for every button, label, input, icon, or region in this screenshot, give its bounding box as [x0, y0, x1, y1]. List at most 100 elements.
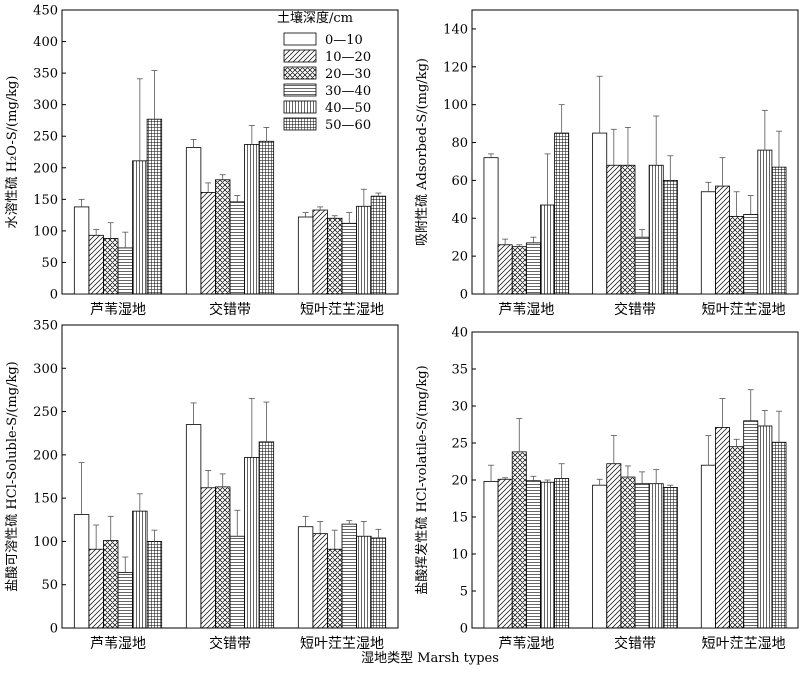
y-tick-label: 25 — [451, 437, 468, 452]
x-tick-label: 芦苇湿地 — [90, 302, 146, 318]
bar — [132, 160, 148, 295]
bar — [356, 205, 372, 295]
bar — [229, 201, 245, 295]
bar — [525, 242, 541, 295]
bar — [341, 523, 357, 629]
x-tick-label: 交错带 — [209, 301, 251, 318]
bar — [483, 481, 499, 629]
bar — [729, 446, 745, 629]
y-tick-label: 20 — [451, 474, 468, 489]
y-axis-label: 盐酸可溶性硫 HCl-Soluble-S/(mg/kg) — [5, 361, 20, 591]
bar — [715, 185, 730, 295]
bar — [757, 149, 773, 295]
y-axis-label: 水溶性硫 H₂O-S/(mg/kg) — [5, 76, 20, 229]
y-tick-label: 450 — [33, 4, 58, 19]
legend-swatch — [283, 100, 317, 114]
chart-panel-2: 0 20 40 60 80 100 120 140 吸附性硫 Adsorbed-S/(mg/kg… — [415, 9, 799, 318]
bar — [606, 463, 622, 629]
bar — [662, 486, 678, 629]
bar — [540, 481, 555, 629]
bar — [103, 238, 119, 295]
y-tick-label: 0 — [460, 288, 468, 303]
bar — [525, 480, 541, 629]
legend-swatch — [283, 32, 317, 46]
y-tick-label: 10 — [451, 548, 468, 563]
bar — [229, 535, 245, 629]
y-tick-label: 50 — [41, 578, 58, 593]
bar — [511, 246, 527, 295]
chart-panel-1: 0 50 100 150 200 250 300 350 400 450 水溶性硫 H₂O-S/(m… — [5, 4, 399, 318]
bar — [117, 247, 133, 295]
y-tick-label: 20 — [451, 250, 468, 265]
bar — [341, 222, 357, 295]
legend-swatch — [283, 66, 317, 80]
x-tick-label: 短叶茳芏湿地 — [300, 636, 384, 652]
bar — [497, 244, 513, 295]
y-tick-label: 150 — [33, 492, 58, 507]
x-tick-label: 短叶茳芏湿地 — [702, 636, 786, 652]
legend: 土壤深度/cm 0—10 10—20 20—30 30—40 40—50 50—60 — [277, 10, 371, 133]
bar — [554, 478, 570, 629]
bar — [648, 164, 664, 295]
bar — [771, 441, 787, 629]
bar — [483, 157, 499, 295]
y-tick-label: 200 — [33, 448, 58, 463]
bar — [620, 476, 636, 629]
bar — [88, 548, 104, 629]
y-axis-label: 吸附性硫 Adsorbed-S/(mg/kg) — [415, 58, 430, 246]
bar — [244, 144, 260, 295]
bar — [743, 420, 759, 629]
y-tick-label: 50 — [41, 256, 58, 271]
y-tick-label: 120 — [443, 60, 468, 75]
y-tick-label: 15 — [451, 511, 468, 526]
bar — [370, 195, 387, 295]
bar — [327, 548, 343, 629]
y-tick-label: 140 — [443, 22, 468, 37]
x-tick-label: 交错带 — [614, 635, 656, 652]
bar — [185, 424, 202, 629]
legend-label: 40—50 — [325, 101, 371, 116]
y-tick-label: 40 — [451, 212, 468, 227]
bar — [73, 206, 90, 295]
x-tick-label: 短叶茳芏湿地 — [702, 302, 786, 318]
bar — [540, 204, 555, 295]
legend-title: 土壤深度/cm — [277, 10, 353, 26]
chart-panel-4: 0 5 10 15 20 25 30 35 40 盐酸挥发性硫 HCl-volatile-S/(m… — [414, 326, 799, 652]
bar — [327, 217, 343, 295]
bar — [88, 234, 104, 295]
bar — [132, 510, 148, 629]
y-tick-label: 100 — [33, 535, 58, 550]
legend-label: 10—20 — [325, 50, 371, 65]
bar — [743, 214, 759, 295]
y-tick-label: 300 — [33, 362, 58, 377]
y-tick-label: 100 — [33, 224, 58, 239]
legend-label: 30—40 — [325, 84, 371, 99]
x-tick-label: 芦苇湿地 — [498, 636, 554, 652]
bar — [606, 164, 622, 295]
legend-swatch — [283, 49, 317, 63]
y-tick-label: 100 — [443, 98, 468, 113]
x-tick-label: 交错带 — [614, 301, 656, 318]
chart-panel-3: 0 50 100 150 200 250 300 350 盐酸可溶性硫 HCl-Soluble-… — [5, 319, 399, 652]
bar — [258, 140, 275, 295]
bar — [146, 118, 163, 295]
y-tick-label: 5 — [460, 585, 468, 600]
bar — [715, 427, 730, 629]
bar — [634, 236, 650, 295]
bar — [511, 451, 527, 629]
legend-label: 50—60 — [325, 118, 371, 133]
y-tick-label: 200 — [33, 161, 58, 176]
legend-label: 20—30 — [325, 67, 371, 82]
y-tick-label: 0 — [50, 622, 58, 637]
bar — [648, 483, 664, 629]
common-x-label: 湿地类型 Marsh types — [361, 651, 499, 666]
bar — [592, 132, 608, 295]
y-tick-label: 150 — [33, 193, 58, 208]
bar — [700, 464, 716, 629]
bar — [757, 425, 773, 629]
bar — [620, 164, 636, 295]
y-tick-label: 350 — [33, 67, 58, 82]
y-tick-label: 0 — [50, 288, 58, 303]
bar — [312, 533, 328, 629]
